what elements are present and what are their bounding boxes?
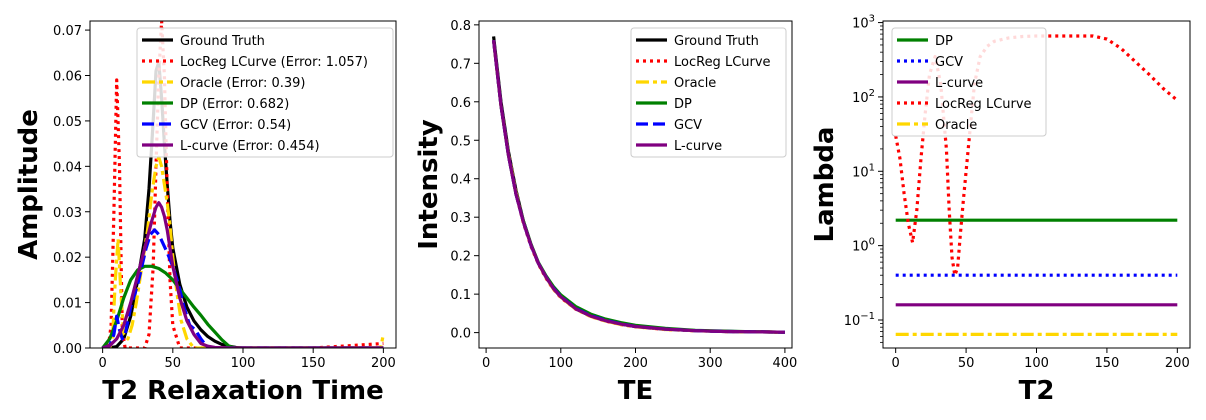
x-tick-label: 200	[623, 356, 648, 371]
x-tick-label: 100	[1024, 356, 1049, 371]
series-line-gcv	[102, 228, 384, 348]
series-line-locreg-lcurve	[894, 34, 1179, 277]
y-tick-label: 0.07	[53, 24, 82, 39]
legend-label-locreg-lcurve: LocReg LCurve	[935, 97, 1032, 112]
x-tick-label: 0	[98, 356, 106, 371]
y-axis-label: Lambda	[810, 127, 840, 243]
legend-label-l-curve: L-curve	[935, 76, 983, 91]
legend-label-locreg-lcurve: LocReg LCurve (Error: 1.057)	[180, 55, 368, 70]
x-tick-label: 100	[548, 356, 573, 371]
intensity-chart: 0 100 200 300 400 0.0 0.1 0.2 0.3 0.4 0.5 0.6 0.7 0.8…	[414, 19, 797, 406]
y-tick-label: 0.8	[450, 19, 471, 34]
legend-label-dp: DP	[674, 97, 692, 112]
y-tick-label: 0.03	[53, 206, 82, 221]
legend-label-l-curve: L-curve (Error: 0.454)	[180, 139, 320, 154]
legend-label-oracle: Oracle	[935, 118, 977, 133]
legend-label-gcv: GCV	[935, 55, 963, 70]
legend-label-dp: DP	[935, 34, 953, 49]
legend-label-locreg-lcurve: LocReg LCurve	[674, 55, 771, 70]
x-tick-label: 150	[301, 356, 326, 371]
x-tick-label: 400	[772, 356, 797, 371]
y-axis-label: Amplitude	[14, 109, 44, 260]
series-line-dp	[101, 264, 384, 348]
x-tick-label: 200	[1165, 356, 1190, 371]
legend-label-ground-truth: Ground Truth	[674, 34, 759, 49]
series-line-l-curve	[492, 40, 785, 334]
y-tick-label: 0.00	[53, 342, 82, 357]
x-tick-label: 150	[1094, 356, 1119, 371]
x-tick-label: 200	[371, 356, 396, 371]
x-tick-label: 50	[958, 356, 975, 371]
plot-area	[492, 36, 785, 334]
legend-label-gcv: GCV	[674, 118, 702, 133]
x-tick-label: 0	[892, 356, 900, 371]
y-tick-label: 0.0	[450, 327, 471, 342]
x-tick-label: 300	[698, 356, 723, 371]
y-tick-label: 0.02	[53, 251, 82, 266]
legend-box	[891, 27, 1047, 137]
y-tick-label: 100	[852, 237, 875, 255]
legend: Ground Truth LocReg LCurve Oracle DP GCV L-cu…	[630, 27, 787, 158]
lambda-chart: 0 50 100 150 200 10−1 100 101 102 103 T2 Lambda DP GC…	[810, 14, 1191, 406]
y-tick-label: 0.01	[53, 297, 82, 312]
legend: DP GCV L-curve LocReg LCurve Oracle	[891, 27, 1047, 137]
y-tick-label: 101	[852, 162, 875, 180]
y-tick-label: 0.06	[53, 70, 82, 85]
legend-label-dp: DP (Error: 0.682)	[180, 97, 289, 112]
amplitude-chart: 0 50 100 150 200 0.00 0.01 0.02 0.03 0.04 0.05 0.06…	[14, 20, 397, 406]
y-tick-label: 102	[852, 88, 875, 106]
y-tick-label: 0.3	[450, 211, 471, 226]
legend-label-l-curve: L-curve	[674, 139, 722, 154]
legend-label-ground-truth: Ground Truth	[180, 34, 265, 49]
legend: Ground Truth LocReg LCurve (Error: 1.057)…	[136, 27, 394, 158]
y-tick-label: 103	[852, 14, 875, 32]
legend-box	[136, 27, 394, 158]
legend-box	[630, 27, 787, 158]
legend-label-oracle: Oracle (Error: 0.39)	[180, 76, 306, 91]
y-axis-label: Intensity	[414, 119, 444, 250]
x-tick-label: 0	[482, 356, 490, 371]
plot-area	[894, 34, 1179, 336]
y-tick-label: 0.7	[450, 57, 471, 72]
y-tick-label: 0.05	[53, 115, 82, 130]
y-tick-label: 0.2	[450, 250, 471, 265]
x-tick-label: 100	[231, 356, 256, 371]
series-line-locreg-lcurve	[102, 21, 384, 348]
x-tick-label: 50	[165, 356, 182, 371]
y-tick-label: 10−1	[844, 311, 875, 329]
y-tick-label: 0.6	[450, 96, 471, 111]
y-tick-label: 0.4	[450, 173, 471, 188]
legend-label-gcv: GCV (Error: 0.54)	[180, 118, 291, 133]
y-tick-label: 0.04	[53, 160, 82, 175]
x-axis-label: T2	[1019, 376, 1055, 406]
legend-label-oracle: Oracle	[674, 76, 716, 91]
x-axis-label: TE	[618, 376, 654, 406]
x-axis-label: T2 Relaxation Time	[102, 376, 383, 406]
y-tick-label: 0.5	[450, 134, 471, 149]
y-tick-label: 0.1	[450, 288, 471, 303]
